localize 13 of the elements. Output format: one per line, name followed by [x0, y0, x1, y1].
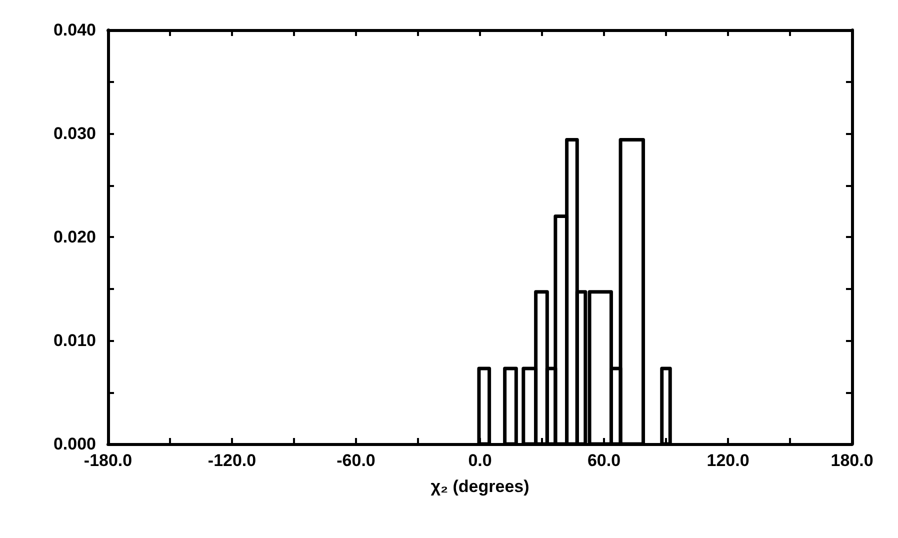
y-tick-label: 0.000	[53, 434, 96, 454]
y-tick-label: 0.030	[53, 124, 96, 143]
x-tick-label: 0.0	[468, 451, 492, 470]
y-tick-label: 0.040	[53, 20, 96, 40]
x-tick-label: -180.0	[84, 451, 132, 470]
x-tick-label: 60.0	[587, 451, 621, 470]
x-tick-label: 180.0	[830, 451, 874, 470]
x-axis-title: χ₂ (degrees)	[430, 477, 530, 496]
x-tick-label: -60.0	[336, 451, 376, 470]
x-tick-label: 120.0	[706, 451, 750, 470]
y-tick-label: 0.020	[53, 228, 96, 246]
x-tick-label: -120.0	[208, 451, 256, 470]
y-tick-label: 0.010	[53, 331, 96, 350]
